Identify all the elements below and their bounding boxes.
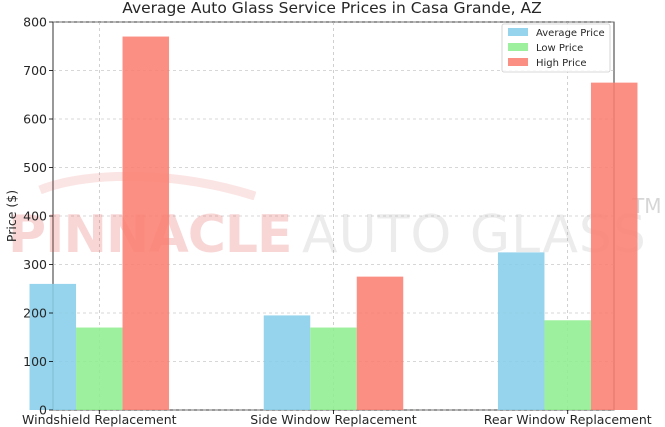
bar xyxy=(310,327,357,410)
y-tick-label: 500 xyxy=(23,160,47,175)
legend-label: Average Price xyxy=(536,28,605,39)
bar xyxy=(29,283,77,410)
x-tick-label: Rear Window Replacement xyxy=(484,412,652,427)
bar xyxy=(590,82,638,410)
bar xyxy=(263,315,311,410)
x-tick-label: Side Window Replacement xyxy=(250,412,416,427)
y-tick-label: 800 xyxy=(23,15,47,30)
y-tick-label: 700 xyxy=(23,63,47,78)
legend-swatch xyxy=(508,28,528,36)
legend-label: High Price xyxy=(536,58,587,69)
y-tick-label: 600 xyxy=(23,112,47,127)
bars xyxy=(29,36,638,411)
legend-frame xyxy=(501,23,611,73)
bar xyxy=(356,276,404,410)
watermark-rest-text: AUTO GLASS xyxy=(302,205,647,265)
y-tick-label: 200 xyxy=(23,306,47,321)
bar xyxy=(544,320,591,410)
legend-swatch xyxy=(508,43,528,51)
x-axis-ticks: Windshield Replacement Side Window Replac… xyxy=(22,410,652,427)
legend-swatch xyxy=(508,58,528,66)
chart-title: Average Auto Glass Service Prices in Cas… xyxy=(122,0,541,17)
x-tick-label: Windshield Replacement xyxy=(22,412,177,427)
bar xyxy=(76,327,123,410)
bar xyxy=(122,36,170,411)
bar xyxy=(497,252,545,410)
legend-label: Low Price xyxy=(536,43,583,54)
legend: Average Price Low Price High Price xyxy=(501,23,611,73)
grid-lines xyxy=(53,21,614,411)
y-axis-ticks: 0 100 200 300 400 500 600 700 800 xyxy=(23,15,53,418)
y-tick-label: 400 xyxy=(23,209,47,224)
y-tick-label: 0 xyxy=(39,403,47,418)
y-tick-label: 300 xyxy=(23,257,47,272)
y-tick-label: 100 xyxy=(23,354,47,369)
y-axis-label: Price ($) xyxy=(4,190,19,242)
